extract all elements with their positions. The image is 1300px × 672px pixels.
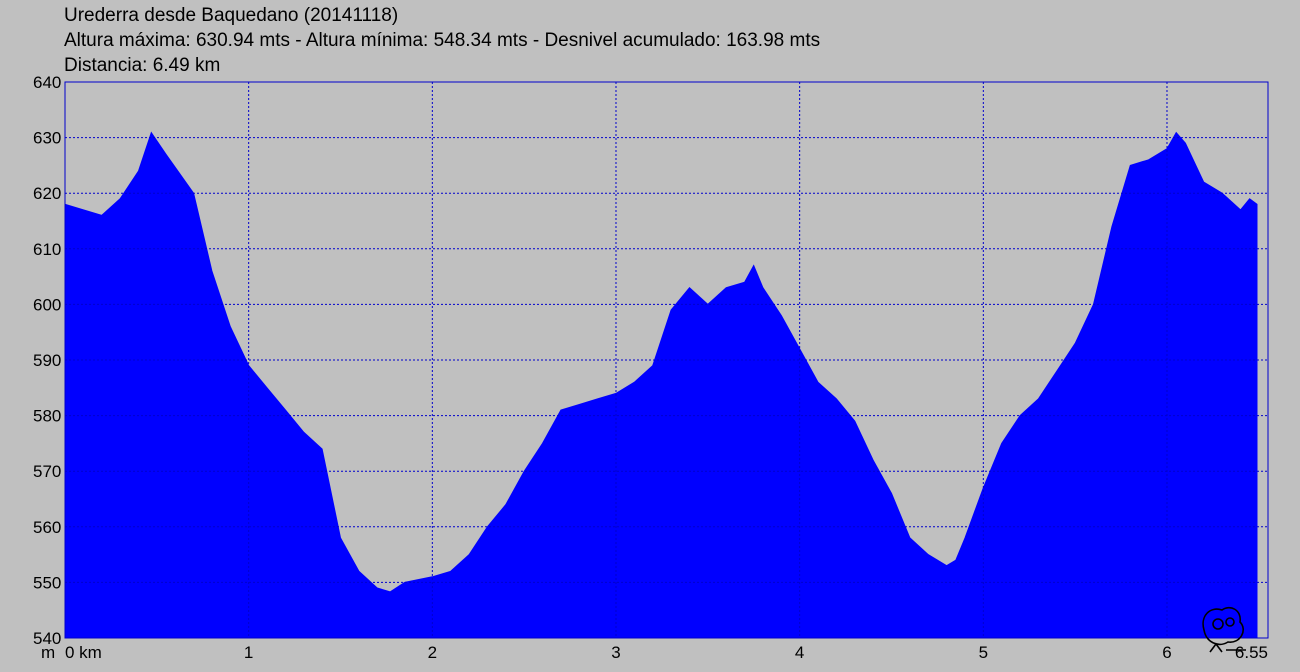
y-tick-label: 570 bbox=[33, 462, 61, 481]
x-tick-label: 1 bbox=[244, 643, 253, 662]
chart-distance: Distancia: 6.49 km bbox=[64, 55, 221, 76]
y-tick-label: 560 bbox=[33, 518, 61, 537]
y-tick-label: 600 bbox=[33, 295, 61, 314]
x-tick-label: 4 bbox=[795, 643, 804, 662]
chart-stats: Altura máxima: 630.94 mts - Altura mínim… bbox=[64, 30, 821, 51]
x-tick-label: 6.55 bbox=[1235, 643, 1268, 662]
y-unit-label: m bbox=[41, 643, 55, 662]
y-tick-label: 640 bbox=[33, 73, 61, 92]
chart-header: Urederra desde Baquedano (20141118) Altu… bbox=[64, 3, 820, 78]
y-tick-label: 580 bbox=[33, 407, 61, 426]
x-tick-label: 6 bbox=[1162, 643, 1171, 662]
x-tick-label: 3 bbox=[611, 643, 620, 662]
y-tick-label: 540 bbox=[33, 629, 61, 648]
y-tick-label: 630 bbox=[33, 129, 61, 148]
author-logo-icon bbox=[1202, 606, 1246, 653]
x-tick-label: 5 bbox=[979, 643, 988, 662]
elevation-area bbox=[64, 131, 1258, 639]
y-tick-label: 550 bbox=[33, 573, 61, 592]
x-tick-label: 0 km bbox=[65, 643, 102, 662]
plot-frame bbox=[64, 81, 1269, 639]
y-tick-label: 620 bbox=[33, 184, 61, 203]
y-tick-label: 610 bbox=[33, 240, 61, 259]
x-tick-label: 2 bbox=[428, 643, 437, 662]
chart-title: Urederra desde Baquedano (20141118) bbox=[64, 5, 399, 26]
y-tick-label: 590 bbox=[33, 351, 61, 370]
